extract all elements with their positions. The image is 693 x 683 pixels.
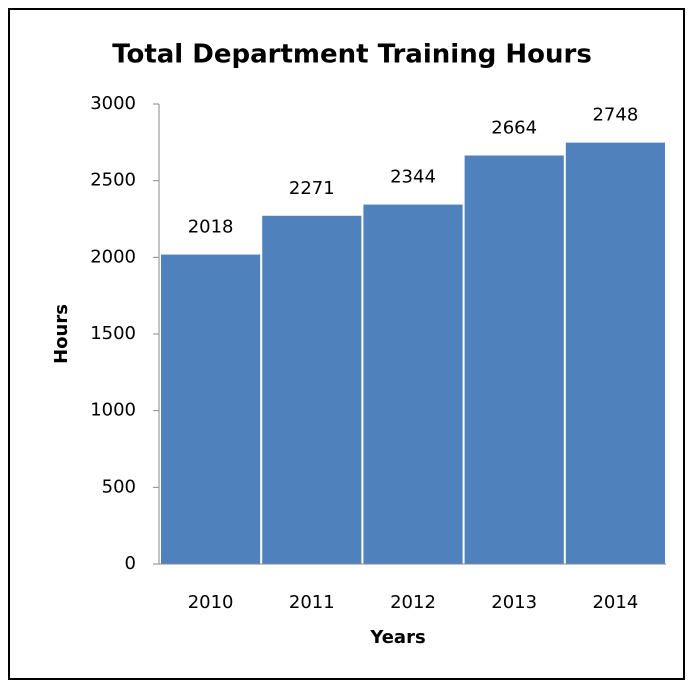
y-tick-label: 1000 <box>90 400 136 421</box>
bar <box>161 254 261 564</box>
x-tick-label: 2012 <box>390 592 436 613</box>
bar <box>262 215 362 564</box>
data-label: 2344 <box>390 167 436 188</box>
y-tick-label: 3000 <box>90 93 136 114</box>
bar <box>464 155 564 564</box>
bar <box>565 142 665 564</box>
data-label: 2271 <box>289 178 335 199</box>
data-label: 2664 <box>491 118 537 139</box>
y-axis-label: Hours <box>51 304 72 364</box>
x-tick-label: 2014 <box>592 592 638 613</box>
data-label: 2748 <box>592 105 638 126</box>
bar <box>363 204 463 564</box>
y-tick-label: 1500 <box>90 323 136 344</box>
chart-title: Total Department Training Hours <box>112 40 592 70</box>
data-label: 2018 <box>188 217 234 238</box>
y-tick-label: 2000 <box>90 246 136 267</box>
x-tick-label: 2013 <box>491 592 537 613</box>
x-tick-label: 2010 <box>188 592 234 613</box>
x-tick-label: 2011 <box>289 592 335 613</box>
y-tick-label: 500 <box>102 476 136 497</box>
y-tick-label: 0 <box>125 553 136 574</box>
y-tick-label: 2500 <box>90 170 136 191</box>
x-axis-label: Years <box>369 627 425 648</box>
